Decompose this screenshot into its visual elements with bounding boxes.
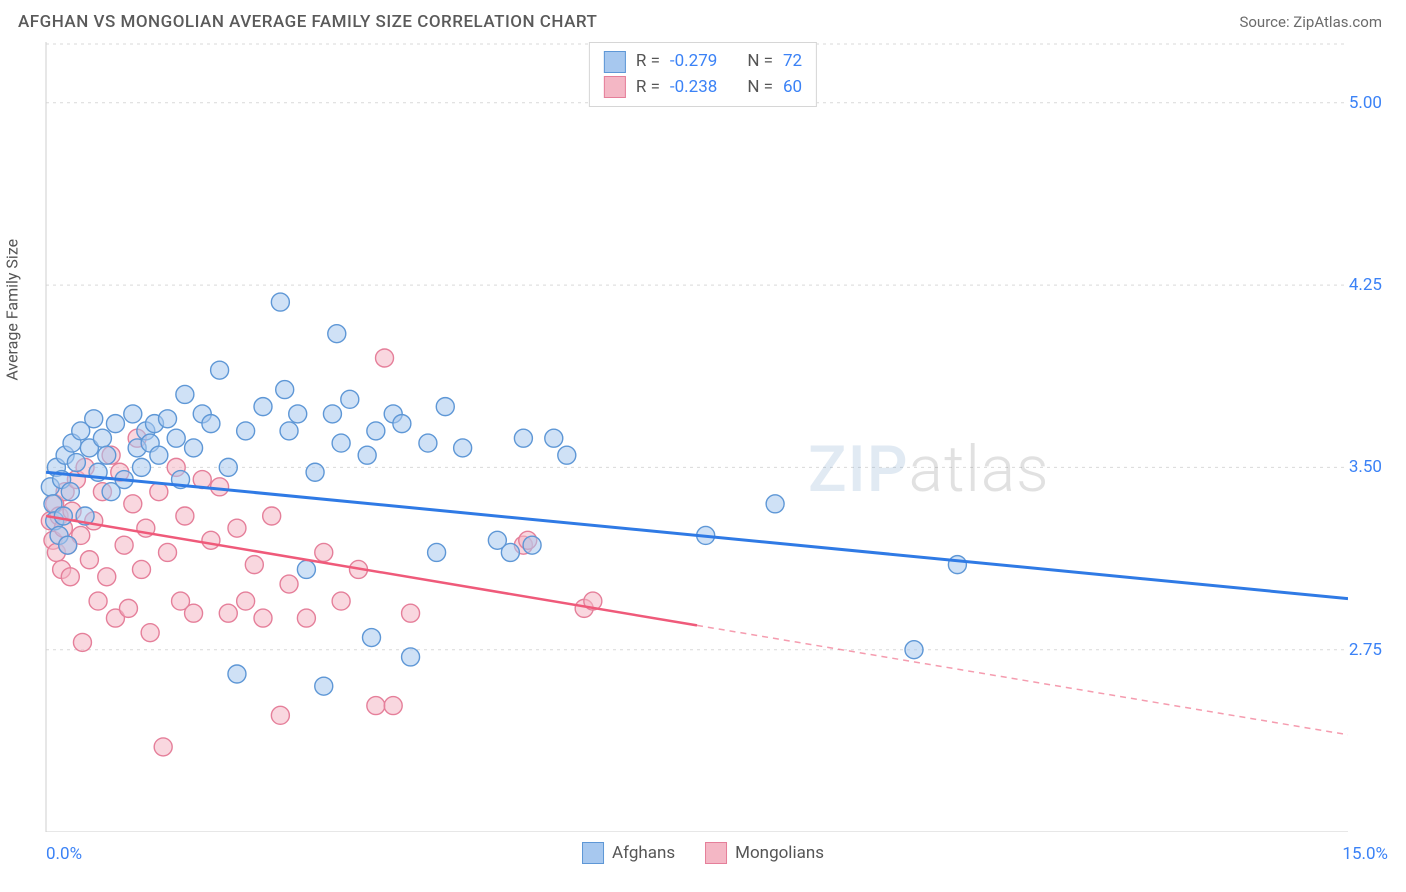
legend-n-value: 60 xyxy=(783,75,802,101)
scatter-plot xyxy=(18,42,1348,832)
legend-n-value: 72 xyxy=(783,49,802,75)
legend-stat-row: R = -0.279 N = 72 xyxy=(604,49,802,75)
y-tick-label: 5.00 xyxy=(1349,93,1382,113)
legend-r-value: -0.279 xyxy=(670,49,717,75)
x-axis-min-label: 0.0% xyxy=(46,844,82,864)
legend-r-label: R = xyxy=(636,49,660,75)
chart-area: Average Family Size ZIPatlas R = -0.279 … xyxy=(18,42,1388,842)
legend-n-label: N = xyxy=(747,75,773,101)
legend-r-value: -0.238 xyxy=(670,75,717,101)
y-tick-label: 2.75 xyxy=(1349,640,1382,660)
legend-swatch xyxy=(604,51,626,73)
legend-series-label: Afghans xyxy=(612,843,675,863)
legend-swatch xyxy=(582,842,604,864)
y-axis-label: Average Family Size xyxy=(3,239,22,381)
legend-series-item: Afghans xyxy=(582,842,675,864)
x-axis-max-label: 15.0% xyxy=(1342,844,1388,864)
chart-source: Source: ZipAtlas.com xyxy=(1239,13,1382,31)
legend-stat-row: R = -0.238 N = 60 xyxy=(604,75,802,101)
legend-swatch xyxy=(604,76,626,98)
chart-header: AFGHAN VS MONGOLIAN AVERAGE FAMILY SIZE … xyxy=(0,0,1406,42)
legend-r-label: R = xyxy=(636,75,660,101)
legend-series: Afghans Mongolians xyxy=(582,842,824,864)
legend-swatch xyxy=(705,842,727,864)
legend-stats: R = -0.279 N = 72 R = -0.238 N = 60 xyxy=(589,42,817,107)
y-tick-label: 4.25 xyxy=(1349,275,1382,295)
chart-title: AFGHAN VS MONGOLIAN AVERAGE FAMILY SIZE … xyxy=(18,12,597,32)
legend-n-label: N = xyxy=(747,49,773,75)
legend-series-label: Mongolians xyxy=(735,843,824,863)
legend-series-item: Mongolians xyxy=(705,842,824,864)
y-tick-label: 3.50 xyxy=(1349,457,1382,477)
